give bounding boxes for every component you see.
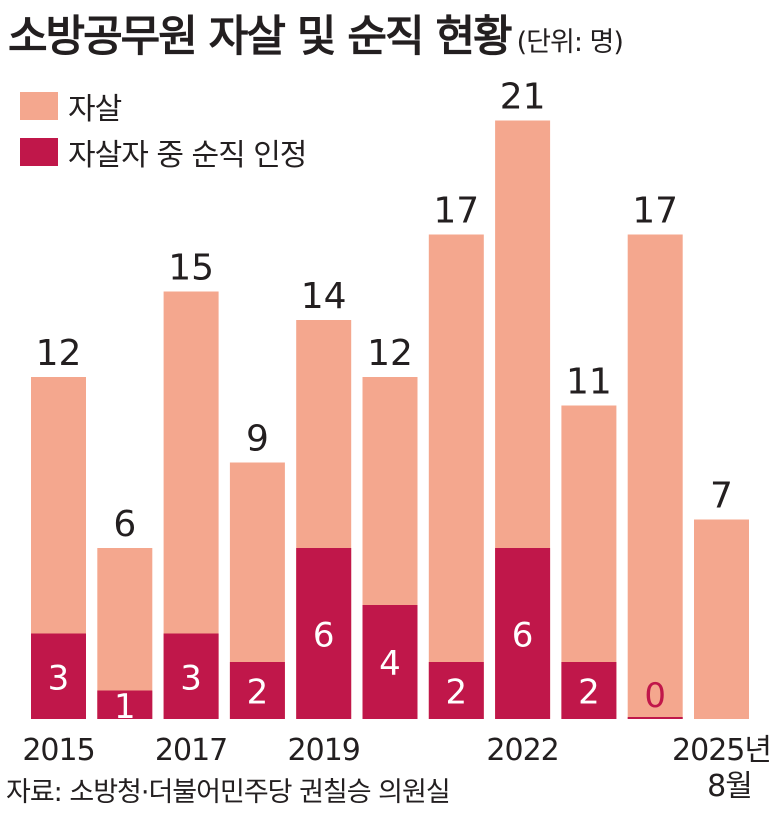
value-label-suicide: 17 bbox=[632, 191, 678, 232]
title-row: 소방공무원 자살 및 순직 현황 (단위: 명) bbox=[8, 2, 624, 64]
x-tick-label: 2017 bbox=[155, 733, 227, 768]
x-tick-label: 2019 bbox=[288, 733, 360, 768]
bar-duty bbox=[561, 662, 617, 719]
value-label-suicide: 14 bbox=[301, 276, 347, 317]
x-tick-label: 2015 bbox=[22, 733, 94, 768]
legend-item-duty: 자살자 중 순직 인정 bbox=[20, 130, 307, 174]
legend-swatch-duty bbox=[20, 138, 58, 166]
value-label-suicide: 9 bbox=[246, 419, 269, 460]
value-label-duty: 2 bbox=[247, 673, 269, 713]
bar-duty bbox=[627, 717, 683, 719]
value-label-duty: 2 bbox=[578, 673, 600, 713]
value-label-duty: 1 bbox=[114, 687, 136, 727]
value-label-duty: 0 bbox=[644, 676, 666, 716]
value-label-suicide: 15 bbox=[168, 248, 214, 289]
value-label-duty: 2 bbox=[445, 673, 467, 713]
x-tick-label: 2025년 8월 bbox=[672, 733, 771, 804]
value-label-suicide: 21 bbox=[500, 77, 546, 118]
bar-suicide bbox=[428, 234, 484, 719]
value-label-duty: 6 bbox=[313, 616, 335, 656]
legend-label-duty: 자살자 중 순직 인정 bbox=[68, 138, 307, 173]
bar-duty bbox=[296, 548, 352, 719]
bar-duty bbox=[97, 690, 153, 719]
bar-duty bbox=[229, 662, 285, 719]
value-label-duty: 3 bbox=[180, 658, 202, 698]
value-label-suicide: 17 bbox=[433, 191, 479, 232]
value-label-duty: 3 bbox=[48, 658, 70, 698]
bar-suicide bbox=[627, 234, 683, 719]
value-label-suicide: 12 bbox=[367, 333, 413, 374]
legend-label-suicide: 자살 bbox=[68, 92, 122, 127]
value-label-suicide: 6 bbox=[113, 504, 136, 545]
source-note: 자료: 소방청·더불어민주당 권칠승 의원실 bbox=[6, 777, 451, 808]
chart-title: 소방공무원 자살 및 순직 현황 bbox=[8, 12, 513, 62]
bar-duty bbox=[163, 633, 219, 719]
bar-duty bbox=[31, 633, 86, 719]
value-label-duty: 4 bbox=[379, 644, 401, 684]
x-tick-label: 2022 bbox=[486, 733, 558, 768]
bar-duty bbox=[495, 548, 551, 719]
value-label-duty: 6 bbox=[512, 616, 534, 656]
bar-duty bbox=[362, 605, 418, 719]
value-label-suicide: 11 bbox=[566, 362, 612, 403]
bar-suicide bbox=[694, 519, 749, 719]
value-label-suicide: 7 bbox=[710, 476, 733, 517]
value-label-suicide: 12 bbox=[36, 333, 82, 374]
legend-item-suicide: 자살 bbox=[20, 84, 122, 128]
unit-label: (단위: 명) bbox=[516, 27, 624, 58]
bar-duty bbox=[428, 662, 484, 719]
legend-swatch-suicide bbox=[20, 92, 58, 120]
